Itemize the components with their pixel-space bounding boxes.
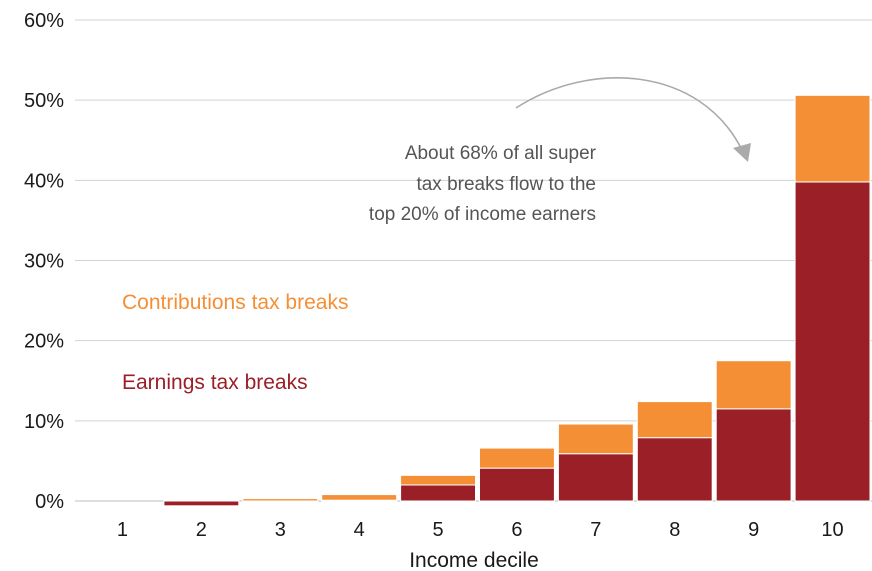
x-tick-label: 3 [275,519,286,541]
annotation-line-3: top 20% of income earners [369,204,596,225]
x-axis-title: Income decile [409,549,539,571]
bar-earnings [636,437,713,502]
legend-earnings: Earnings tax breaks [122,371,308,394]
bar-contributions [636,401,713,439]
x-tick-label: 8 [669,519,680,541]
x-tick-label: 5 [432,519,443,541]
x-tick-label: 9 [748,519,759,541]
annotation-arrowhead [733,143,751,162]
bar-contributions [715,360,792,410]
bar-earnings [794,181,871,502]
annotation: About 68% of all super tax breaks flow t… [369,143,597,225]
bar-earnings [557,453,634,502]
y-tick-label: 60% [24,10,64,32]
bar-earnings [400,484,477,502]
y-tick-label: 0% [35,491,64,513]
x-tick-label: 2 [196,519,207,541]
y-tick-label: 20% [24,331,64,353]
x-tick-label: 7 [590,519,601,541]
x-tick-label: 10 [821,519,843,541]
bar-earnings [163,500,240,507]
annotation-arrow [515,77,751,162]
y-axis: 0% 10% 20% 30% 40% 50% 60% [24,10,64,513]
x-tick-label: 4 [354,519,365,541]
y-tick-label: 50% [24,90,64,112]
bar-contributions [242,498,319,502]
legend-contributions: Contributions tax breaks [122,291,348,314]
bar-contributions [794,94,871,183]
gridlines [75,19,872,502]
bar-earnings [479,467,555,502]
bar-earnings [715,408,792,502]
y-tick-label: 40% [24,170,64,192]
bar-contributions [557,423,634,455]
annotation-line-1: About 68% of all super [405,143,597,164]
x-tick-label: 6 [511,519,522,541]
x-tick-label: 1 [117,519,128,541]
y-tick-label: 10% [24,411,64,433]
annotation-line-2: tax breaks flow to the [416,174,596,195]
bar-contributions [321,494,398,501]
bar-contributions [479,447,555,469]
y-tick-label: 30% [24,251,64,273]
bar-contributions [400,474,477,486]
bars [163,94,871,507]
annotation-arrow-curve [515,77,743,151]
x-axis: 1 2 3 4 5 6 7 8 9 10 [117,519,844,541]
